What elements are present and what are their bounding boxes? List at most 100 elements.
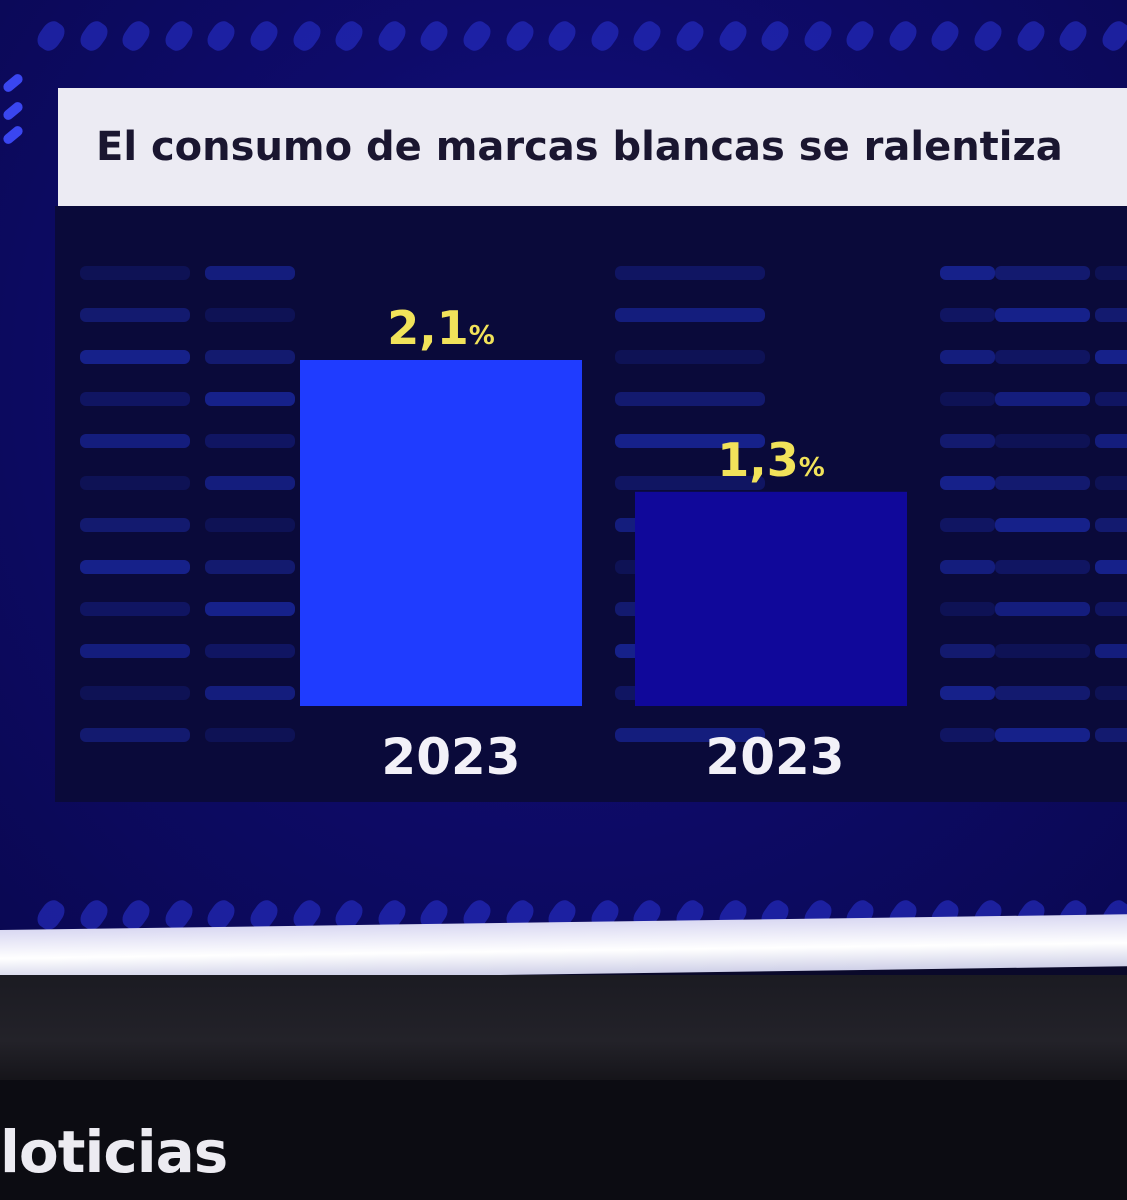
decor-dot: [33, 896, 69, 934]
decor-dot: [714, 17, 751, 55]
background-stripe: [205, 476, 295, 490]
background-stripe: [205, 602, 295, 616]
background-stripe: [80, 602, 190, 616]
background-stripe: [615, 266, 765, 280]
decor-dash: [1, 72, 25, 94]
background-stripe: [940, 686, 995, 700]
background-stripe: [205, 518, 295, 532]
background-stripe: [205, 434, 295, 448]
tv-screen: El consumo de marcas blancas se ralentiz…: [0, 0, 1127, 955]
background-stripe: [80, 350, 190, 364]
background-stripe: [80, 434, 190, 448]
decor-dot: [374, 17, 410, 55]
value-label-2: 1,3%: [717, 433, 825, 487]
background-stripe: [940, 518, 995, 532]
decor-dot: [544, 17, 580, 55]
background-stripe: [940, 602, 995, 616]
background-stripe: [615, 308, 765, 322]
category-label-2: 2023: [705, 728, 844, 786]
decor-dot: [970, 17, 1006, 55]
background-stripe: [205, 392, 295, 406]
channel-name-text: loticias: [0, 1118, 228, 1186]
background-stripe: [995, 602, 1090, 616]
background-stripe: [940, 434, 995, 448]
background-stripe: [940, 308, 995, 322]
background-stripe: [615, 434, 765, 448]
background-stripe: [940, 476, 995, 490]
decor-dot: [1098, 17, 1127, 55]
background-stripe: [205, 560, 295, 574]
bar-2: [635, 491, 907, 706]
background-stripe: [1095, 644, 1127, 658]
decor-dash: [1, 124, 25, 146]
background-stripe: [995, 266, 1090, 280]
background-stripe: [205, 686, 295, 700]
chart-title: El consumo de marcas blancas se ralentiz…: [96, 124, 1063, 170]
bar-1: [300, 360, 582, 706]
background-stripe: [995, 308, 1090, 322]
background-stripe: [1095, 728, 1127, 742]
background-stripe: [1095, 434, 1127, 448]
background-stripe: [80, 644, 190, 658]
decor-dot: [501, 17, 538, 55]
background-stripe: [80, 476, 190, 490]
background-stripe: [80, 728, 190, 742]
background-stripe: [1095, 476, 1127, 490]
background-stripe: [940, 728, 995, 742]
background-stripe: [1095, 560, 1127, 574]
background-stripe: [995, 560, 1090, 574]
background-stripe: [80, 560, 190, 574]
decor-dot: [885, 17, 921, 55]
background-stripe: [940, 392, 995, 406]
chart-panel: 2,1% 2023 1,3% 2023: [55, 206, 1127, 802]
background-stripe: [995, 476, 1090, 490]
decor-dot: [757, 17, 793, 55]
value-label-1: 2,1%: [387, 301, 495, 355]
background-stripe: [940, 350, 995, 364]
background-stripe: [995, 518, 1090, 532]
decor-dot: [800, 17, 836, 55]
background-stripe: [1095, 392, 1127, 406]
decor-dot: [672, 17, 708, 55]
background-stripe: [80, 266, 190, 280]
category-label-1: 2023: [381, 728, 520, 786]
background-stripe: [940, 644, 995, 658]
background-stripe: [80, 392, 190, 406]
background-stripe: [615, 476, 765, 490]
background-stripe: [80, 686, 190, 700]
background-stripe: [1095, 518, 1127, 532]
decor-dot: [629, 17, 665, 55]
decor-dot: [288, 17, 325, 55]
background-stripe: [1095, 602, 1127, 616]
background-stripe: [615, 728, 765, 742]
decor-dot: [587, 17, 623, 55]
background-stripe: [205, 728, 295, 742]
decor-dot: [927, 17, 964, 55]
background-stripe: [615, 392, 765, 406]
decor-dot: [842, 17, 878, 55]
left-edge-decoration: [0, 72, 30, 158]
decor-dot: [459, 17, 495, 55]
background-stripe: [995, 434, 1090, 448]
background-stripe: [1095, 308, 1127, 322]
background-stripe: [1095, 350, 1127, 364]
background-stripe: [205, 644, 295, 658]
background-stripe: [205, 308, 295, 322]
background-stripe: [995, 686, 1090, 700]
background-stripe: [995, 644, 1090, 658]
decor-dot: [1055, 17, 1091, 55]
decor-dot: [246, 17, 282, 55]
background-stripe: [205, 266, 295, 280]
background-stripe: [995, 392, 1090, 406]
background-stripe: [940, 266, 995, 280]
decor-dot: [33, 17, 69, 55]
decor-dot: [416, 17, 452, 55]
decor-dash: [1, 100, 25, 122]
tv-bezel: [0, 975, 1127, 1085]
background-stripe: [80, 518, 190, 532]
background-stripe: [1095, 266, 1127, 280]
decor-dot: [1013, 17, 1049, 55]
background-stripe: [80, 308, 190, 322]
background-stripe: [940, 560, 995, 574]
